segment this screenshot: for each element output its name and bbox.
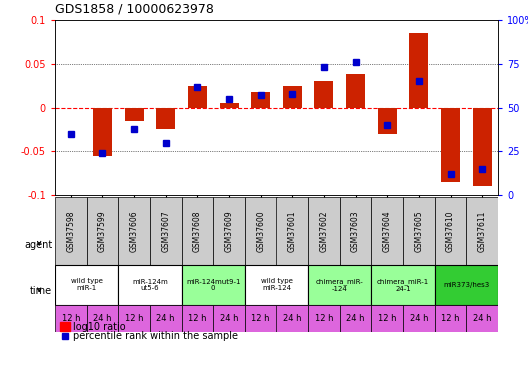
Bar: [308, 305, 340, 332]
Bar: [55, 197, 87, 265]
Text: wild type
miR-124: wild type miR-124: [260, 279, 293, 291]
Bar: [150, 197, 182, 265]
Text: 12 h: 12 h: [378, 314, 397, 323]
Text: wild type
miR-1: wild type miR-1: [71, 279, 102, 291]
Text: 12 h: 12 h: [441, 314, 460, 323]
Text: 12 h: 12 h: [315, 314, 333, 323]
Bar: [435, 305, 466, 332]
Text: GSM37604: GSM37604: [383, 210, 392, 252]
Bar: [283, 86, 302, 108]
Bar: [245, 305, 277, 332]
Bar: [245, 265, 308, 305]
Bar: [277, 305, 308, 332]
Bar: [435, 197, 466, 265]
Text: 24 h: 24 h: [156, 314, 175, 323]
Text: agent: agent: [24, 240, 52, 250]
Text: 24 h: 24 h: [283, 314, 301, 323]
Bar: [188, 86, 207, 108]
Bar: [213, 305, 245, 332]
Text: GSM37601: GSM37601: [288, 210, 297, 252]
Text: time: time: [30, 286, 52, 297]
Bar: [182, 197, 213, 265]
Text: GSM37610: GSM37610: [446, 210, 455, 252]
Bar: [220, 103, 239, 108]
Text: percentile rank within the sample: percentile rank within the sample: [73, 331, 239, 341]
Text: GSM37609: GSM37609: [224, 210, 233, 252]
Text: GSM37603: GSM37603: [351, 210, 360, 252]
Text: GSM37607: GSM37607: [161, 210, 170, 252]
Bar: [371, 265, 435, 305]
Bar: [441, 108, 460, 182]
Bar: [182, 305, 213, 332]
Text: GSM37600: GSM37600: [256, 210, 265, 252]
Text: 24 h: 24 h: [346, 314, 365, 323]
Bar: [87, 197, 118, 265]
Bar: [340, 305, 371, 332]
Text: miR-124mut9-1
0: miR-124mut9-1 0: [186, 279, 240, 291]
Bar: [182, 265, 245, 305]
Text: GSM37605: GSM37605: [414, 210, 423, 252]
Text: 24 h: 24 h: [93, 314, 112, 323]
Text: 12 h: 12 h: [251, 314, 270, 323]
Bar: [403, 197, 435, 265]
Bar: [378, 108, 397, 134]
Text: log10 ratio: log10 ratio: [73, 321, 126, 332]
Bar: [346, 74, 365, 108]
Bar: [118, 265, 182, 305]
Bar: [308, 265, 371, 305]
Bar: [55, 305, 87, 332]
Bar: [315, 81, 334, 108]
Text: GDS1858 / 10000623978: GDS1858 / 10000623978: [55, 2, 214, 15]
Bar: [466, 197, 498, 265]
Text: 12 h: 12 h: [125, 314, 144, 323]
Bar: [308, 197, 340, 265]
Bar: [251, 92, 270, 108]
Text: 12 h: 12 h: [62, 314, 80, 323]
Bar: [371, 305, 403, 332]
Text: chimera_miR-1
24-1: chimera_miR-1 24-1: [377, 278, 429, 292]
Text: miR-124m
ut5-6: miR-124m ut5-6: [132, 279, 168, 291]
Text: GSM37599: GSM37599: [98, 210, 107, 252]
Text: chimera_miR-
-124: chimera_miR- -124: [316, 278, 364, 292]
Text: miR373/hes3: miR373/hes3: [443, 282, 489, 288]
Bar: [87, 305, 118, 332]
Text: GSM37608: GSM37608: [193, 210, 202, 252]
Text: GSM37602: GSM37602: [319, 210, 328, 252]
Bar: [466, 305, 498, 332]
Bar: [409, 33, 428, 108]
Text: 12 h: 12 h: [188, 314, 206, 323]
Text: 24 h: 24 h: [220, 314, 238, 323]
Bar: [340, 197, 371, 265]
Bar: [125, 108, 144, 121]
Bar: [55, 265, 118, 305]
Bar: [435, 265, 498, 305]
Text: GSM37611: GSM37611: [478, 210, 487, 252]
Bar: [118, 197, 150, 265]
Bar: [277, 197, 308, 265]
Bar: [245, 197, 277, 265]
Text: GSM37606: GSM37606: [129, 210, 139, 252]
Bar: [150, 305, 182, 332]
Bar: [403, 305, 435, 332]
Bar: [156, 108, 175, 129]
Bar: [213, 197, 245, 265]
Bar: [473, 108, 492, 186]
Bar: [118, 305, 150, 332]
Bar: [93, 108, 112, 156]
Text: GSM37598: GSM37598: [67, 210, 76, 252]
Text: 24 h: 24 h: [473, 314, 492, 323]
Text: 24 h: 24 h: [410, 314, 428, 323]
Bar: [371, 197, 403, 265]
